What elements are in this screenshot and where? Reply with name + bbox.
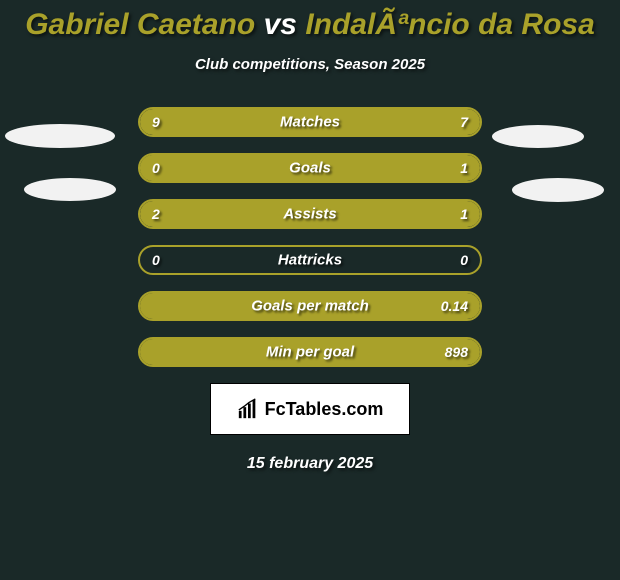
stat-value-left: 0	[152, 160, 160, 176]
title-segment: vs	[255, 8, 305, 41]
stat-value-right: 7	[460, 114, 468, 130]
decorative-ellipse	[24, 178, 116, 201]
stat-label: Goals	[140, 160, 480, 177]
stat-label: Goals per match	[140, 298, 480, 315]
logo-text: FcTables.com	[265, 399, 384, 420]
subtitle: Club competitions, Season 2025	[0, 56, 620, 73]
stat-row: Assists2 1	[138, 199, 482, 229]
title-segment: IndalÃªncio da Rosa	[305, 8, 594, 41]
stat-value-left: 0	[152, 252, 160, 268]
stat-value-right: 1	[460, 206, 468, 222]
stat-row: Matches9 7	[138, 107, 482, 137]
stat-value-right: 0.14	[441, 298, 468, 314]
stat-label: Matches	[140, 114, 480, 131]
stat-row: Min per goal898	[138, 337, 482, 367]
title-segment: Gabriel Caetano	[25, 8, 255, 41]
stat-value-left: 2	[152, 206, 160, 222]
decorative-ellipse	[5, 124, 115, 148]
date-text: 15 february 2025	[0, 455, 620, 473]
stat-value-left: 9	[152, 114, 160, 130]
decorative-ellipse	[512, 178, 604, 202]
stat-row: Goals0 1	[138, 153, 482, 183]
page-title: Gabriel Caetano vs IndalÃªncio da Rosa	[0, 0, 620, 42]
stat-label: Hattricks	[140, 252, 480, 269]
bar-chart-icon	[237, 398, 259, 420]
stat-label: Min per goal	[140, 344, 480, 361]
stat-value-right: 0	[460, 252, 468, 268]
stat-value-right: 1	[460, 160, 468, 176]
site-logo: FcTables.com	[210, 383, 410, 435]
stat-row: Hattricks0 0	[138, 245, 482, 275]
stat-value-right: 898	[445, 344, 468, 360]
stat-row: Goals per match0.14	[138, 291, 482, 321]
stat-label: Assists	[140, 206, 480, 223]
decorative-ellipse	[492, 125, 584, 148]
